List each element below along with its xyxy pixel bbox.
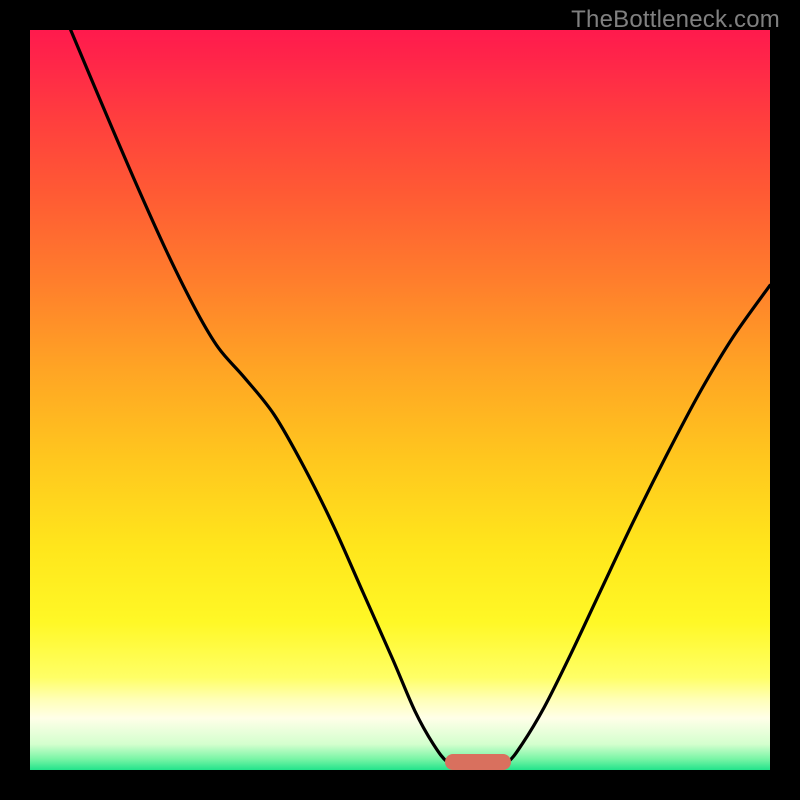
- watermark-text: TheBottleneck.com: [571, 6, 780, 34]
- optimal-range-marker: [445, 754, 511, 770]
- bottleneck-chart: { "watermark": { "text": "TheBottleneck.…: [0, 0, 800, 800]
- chart-curve-layer: [0, 0, 800, 800]
- bottleneck-curve: [71, 30, 770, 771]
